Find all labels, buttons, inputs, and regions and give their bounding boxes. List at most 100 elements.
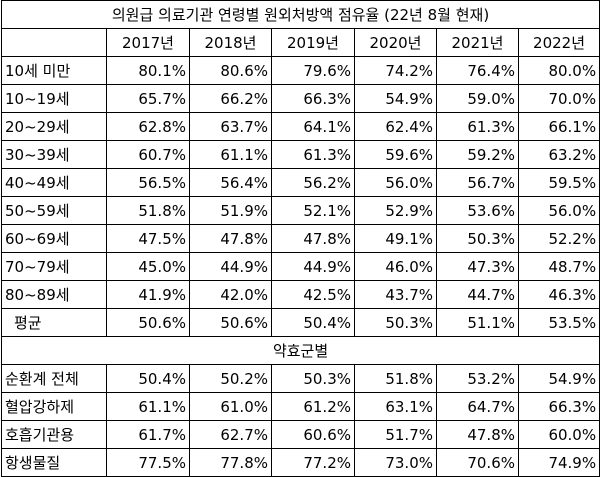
value-cell: 51.8% — [354, 364, 437, 393]
value-cell: 46.0% — [354, 252, 437, 281]
value-cell: 52.1% — [271, 196, 355, 225]
value-cell: 61.3% — [271, 140, 355, 169]
table-row: 혈압강하제 61.1% 61.0% 61.2% 63.1% 64.7% 66.3… — [1, 392, 600, 421]
value-cell: 80.6% — [189, 56, 272, 85]
value-cell: 45.0% — [106, 252, 190, 281]
row-label: 70~79세 — [1, 252, 107, 281]
value-cell: 63.1% — [354, 392, 437, 421]
year-header-row: 2017년 2018년 2019년 2020년 2021년 2022년 — [1, 28, 600, 57]
value-cell: 73.0% — [354, 448, 437, 477]
value-cell: 42.5% — [271, 280, 355, 309]
value-cell: 65.7% — [106, 84, 190, 113]
row-label: 80~89세 — [1, 280, 107, 309]
year-header: 2021년 — [436, 28, 519, 57]
value-cell: 51.1% — [436, 308, 519, 337]
value-cell: 42.0% — [189, 280, 272, 309]
value-cell: 56.0% — [517, 196, 600, 225]
value-cell: 70.0% — [517, 84, 600, 113]
table-row: 60~69세 47.5% 47.8% 47.8% 49.1% 50.3% 52.… — [1, 224, 600, 253]
value-cell: 61.0% — [189, 392, 272, 421]
year-header: 2018년 — [189, 28, 272, 57]
row-label: 평균 — [1, 308, 107, 337]
row-label: 30~39세 — [1, 140, 107, 169]
value-cell: 74.9% — [517, 448, 600, 477]
value-cell: 52.2% — [517, 224, 600, 253]
table-row: 50~59세 51.8% 51.9% 52.1% 52.9% 53.6% 56.… — [1, 196, 600, 225]
row-label: 순환계 전체 — [1, 364, 107, 393]
value-cell: 50.6% — [106, 308, 190, 337]
value-cell: 53.2% — [436, 364, 519, 393]
value-cell: 54.9% — [517, 364, 600, 393]
table-row: 20~29세 62.8% 63.7% 64.1% 62.4% 61.3% 66.… — [1, 112, 600, 141]
value-cell: 50.3% — [271, 364, 355, 393]
row-label: 60~69세 — [1, 224, 107, 253]
value-cell: 60.6% — [271, 420, 355, 449]
row-label: 호흡기관용 — [1, 420, 107, 449]
value-cell: 70.6% — [436, 448, 519, 477]
value-cell: 50.4% — [106, 364, 190, 393]
table-row: 호흡기관용 61.7% 62.7% 60.6% 51.7% 47.8% 60.0… — [1, 420, 600, 449]
value-cell: 50.3% — [436, 224, 519, 253]
value-cell: 56.4% — [189, 168, 272, 197]
section-label: 약효군별 — [0, 336, 600, 365]
year-header: 2020년 — [354, 28, 437, 57]
value-cell: 47.5% — [106, 224, 190, 253]
table-title: 의원급 의료기관 연령별 원외처방액 점유율 (22년 8월 현재) — [0, 0, 600, 29]
value-cell: 79.6% — [271, 56, 355, 85]
row-label: 50~59세 — [1, 196, 107, 225]
value-cell: 51.9% — [189, 196, 272, 225]
value-cell: 48.7% — [517, 252, 600, 281]
value-cell: 62.8% — [106, 112, 190, 141]
table-row: 순환계 전체 50.4% 50.2% 50.3% 51.8% 53.2% 54.… — [1, 364, 600, 393]
table-row: 40~49세 56.5% 56.4% 56.2% 56.0% 56.7% 59.… — [1, 168, 600, 197]
value-cell: 59.0% — [436, 84, 519, 113]
value-cell: 66.3% — [517, 392, 600, 421]
value-cell: 47.8% — [436, 420, 519, 449]
value-cell: 44.7% — [436, 280, 519, 309]
table-row: 70~79세 45.0% 44.9% 44.9% 46.0% 47.3% 48.… — [1, 252, 600, 281]
value-cell: 59.2% — [436, 140, 519, 169]
value-cell: 61.7% — [106, 420, 190, 449]
value-cell: 61.1% — [189, 140, 272, 169]
table-row: 80~89세 41.9% 42.0% 42.5% 43.7% 44.7% 46.… — [1, 280, 600, 309]
value-cell: 53.5% — [517, 308, 600, 337]
value-cell: 77.2% — [271, 448, 355, 477]
value-cell: 56.2% — [271, 168, 355, 197]
value-cell: 56.0% — [354, 168, 437, 197]
row-label: 20~29세 — [1, 112, 107, 141]
value-cell: 47.8% — [271, 224, 355, 253]
value-cell: 50.2% — [189, 364, 272, 393]
value-cell: 41.9% — [106, 280, 190, 309]
value-cell: 44.9% — [271, 252, 355, 281]
value-cell: 63.2% — [517, 140, 600, 169]
value-cell: 53.6% — [436, 196, 519, 225]
value-cell: 64.1% — [271, 112, 355, 141]
value-cell: 59.5% — [517, 168, 600, 197]
value-cell: 51.8% — [106, 196, 190, 225]
row-label: 혈압강하제 — [1, 392, 107, 421]
row-label: 10세 미만 — [1, 56, 107, 85]
table-row: 항생물질 77.5% 77.8% 77.2% 73.0% 70.6% 74.9% — [1, 448, 600, 477]
table-row: 10세 미만 80.1% 80.6% 79.6% 74.2% 76.4% 80.… — [1, 56, 600, 85]
value-cell: 56.5% — [106, 168, 190, 197]
value-cell: 61.3% — [436, 112, 519, 141]
year-header: 2022년 — [517, 28, 600, 57]
row-label: 40~49세 — [1, 168, 107, 197]
table-row: 10~19세 65.7% 66.2% 66.3% 54.9% 59.0% 70.… — [1, 84, 600, 113]
value-cell: 63.7% — [189, 112, 272, 141]
value-cell: 50.3% — [354, 308, 437, 337]
title-row: 의원급 의료기관 연령별 원외처방액 점유율 (22년 8월 현재) — [0, 0, 600, 29]
value-cell: 54.9% — [354, 84, 437, 113]
value-cell: 51.7% — [354, 420, 437, 449]
value-cell: 60.0% — [517, 420, 600, 449]
value-cell: 66.3% — [271, 84, 355, 113]
value-cell: 66.2% — [189, 84, 272, 113]
row-label: 항생물질 — [1, 448, 107, 477]
value-cell: 59.6% — [354, 140, 437, 169]
value-cell: 80.0% — [517, 56, 600, 85]
year-header: 2019년 — [271, 28, 355, 57]
value-cell: 44.9% — [189, 252, 272, 281]
value-cell: 50.4% — [271, 308, 355, 337]
value-cell: 52.9% — [354, 196, 437, 225]
